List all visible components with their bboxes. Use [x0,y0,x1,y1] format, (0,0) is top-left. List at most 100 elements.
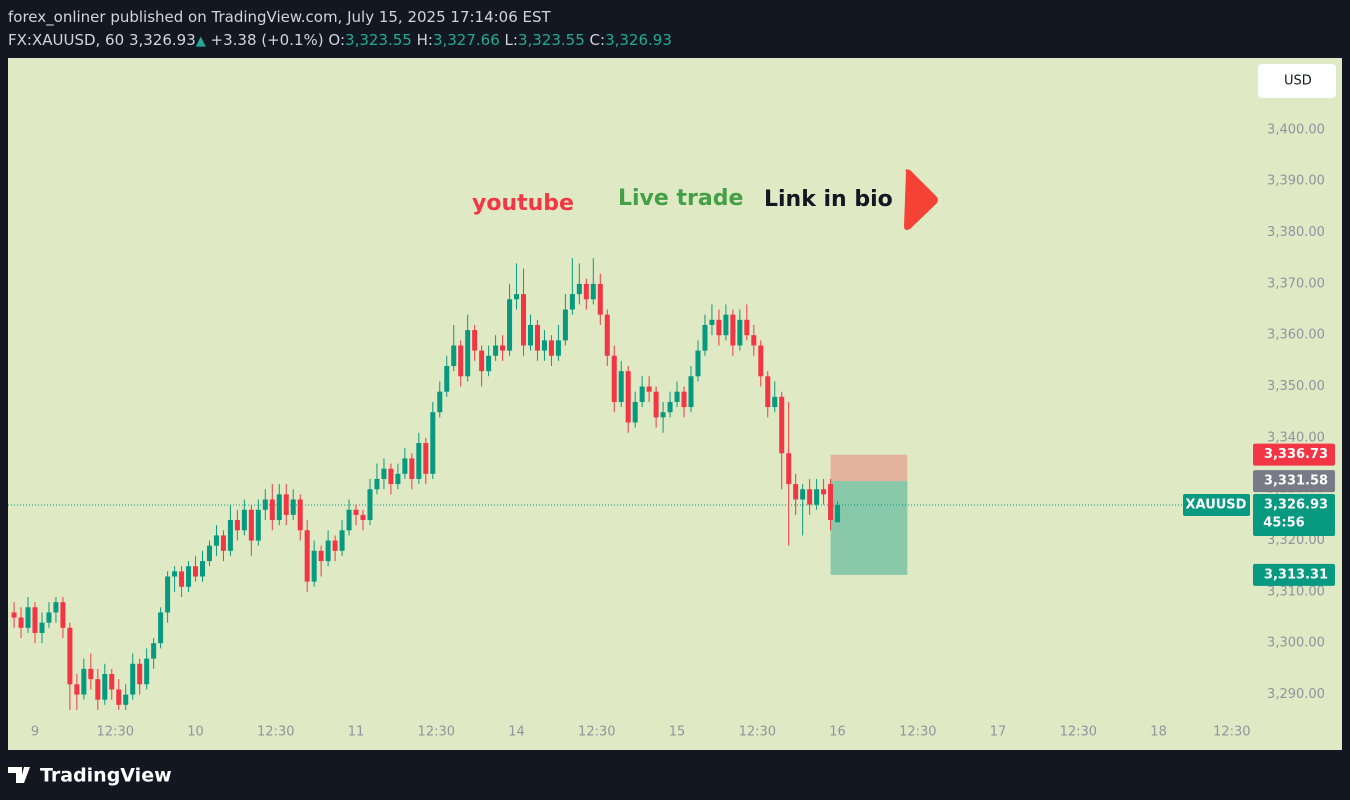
candle-body [46,612,52,623]
candle-body [318,550,324,562]
candle-body [25,607,31,628]
candle-body [437,391,443,413]
currency-button[interactable] [1258,64,1336,98]
candle-body [800,489,806,500]
y-tick-label: 3,320.00 [1267,533,1325,548]
candle-body [81,668,87,695]
candle-body [409,458,415,479]
candle-body [639,386,645,402]
candle-body [604,314,610,356]
candle-body [158,612,164,644]
candle-body [541,340,547,351]
annotation: Link in bio [764,187,893,212]
candle-body [472,330,478,351]
y-tick-label: 3,290.00 [1267,687,1325,702]
candle-body [723,314,729,336]
candle-body [828,484,834,521]
candle-body [269,499,275,521]
candle-body [144,658,150,685]
open: 3,323.55 [345,31,412,49]
symbol-tag [1183,493,1250,516]
candle-body [130,663,136,695]
candle-body [74,684,80,695]
close: 3,326.93 [605,31,672,49]
chart-background [8,58,1342,750]
candle-body [458,345,464,377]
candle-body [625,371,631,423]
candle-body [165,576,171,613]
candle-body [262,499,268,510]
currency[interactable]: USD [1284,74,1312,89]
candle-body [807,489,813,505]
candle-body [716,319,722,336]
y-tick-label: 3,370.00 [1267,276,1325,291]
x-tick-label: 12:30 [418,725,455,740]
x-tick-label: 12:30 [739,725,776,740]
candle-body [276,494,282,521]
x-tick-label: 12:30 [578,725,615,740]
candle-body [381,468,387,479]
change: +3.38 (+0.1%) [210,31,324,49]
candle-body [60,602,66,628]
candle-body [220,535,226,551]
high: 3,327.66 [432,31,500,49]
y-tick-label: 3,340.00 [1267,430,1325,445]
candle-body [814,489,820,505]
candle-body [667,401,673,413]
candle-body [423,443,429,474]
price-tag [1253,563,1335,586]
stop-zone [830,454,908,482]
x-tick-label: 12:30 [1213,725,1250,740]
candle-body [521,294,527,346]
candle-body [206,545,212,562]
candle-body [88,668,94,680]
x-tick-label: 16 [829,725,846,740]
y-tick-label: 3,300.00 [1267,636,1325,651]
candle-body [597,283,603,315]
candle-body [744,319,750,336]
candle-body [709,319,715,325]
candle-body [569,294,575,310]
candle-body [465,330,471,377]
candle-body [102,674,108,700]
x-tick-label: 12:30 [899,725,936,740]
candle-body [653,391,659,418]
candle-body [360,514,366,521]
low: 3,323.55 [517,31,585,49]
candle-body [555,340,561,356]
candle-body [304,530,310,582]
candle-body [660,412,666,418]
y-tick-label: 3,360.00 [1267,328,1325,343]
candle-body [507,299,513,351]
candle-body [241,509,247,531]
candle-body [751,335,757,346]
candle-body [548,340,554,356]
candle-body [821,489,827,495]
h-label: H: [416,31,433,49]
candle-body [772,396,778,408]
candle-body [688,376,694,408]
candle-body [186,566,192,587]
candle-body [416,443,422,479]
candle-body [255,509,261,541]
candle-body [116,689,122,705]
header: forex_onliner published on TradingView.c… [8,6,672,53]
x-tick-label: 12:30 [257,725,294,740]
y-tick-label: 3,380.00 [1267,225,1325,240]
y-tick-label: 3,350.00 [1267,379,1325,394]
candle-body [793,484,799,500]
x-tick-label: 18 [1150,725,1167,740]
annotation: Live trade [618,186,743,211]
y-tick-label: 3,310.00 [1267,584,1325,599]
candle-body [674,391,680,402]
candle-body [123,694,129,705]
candle-body [388,468,394,485]
price-tag [1253,470,1335,493]
candle-body [179,571,185,587]
candle-body [193,566,199,577]
candle-body [339,530,345,551]
last-price-label: 3,326.93 [1264,497,1328,512]
candle-body [283,494,289,515]
candle-body [234,520,240,531]
candle-body [172,571,178,577]
